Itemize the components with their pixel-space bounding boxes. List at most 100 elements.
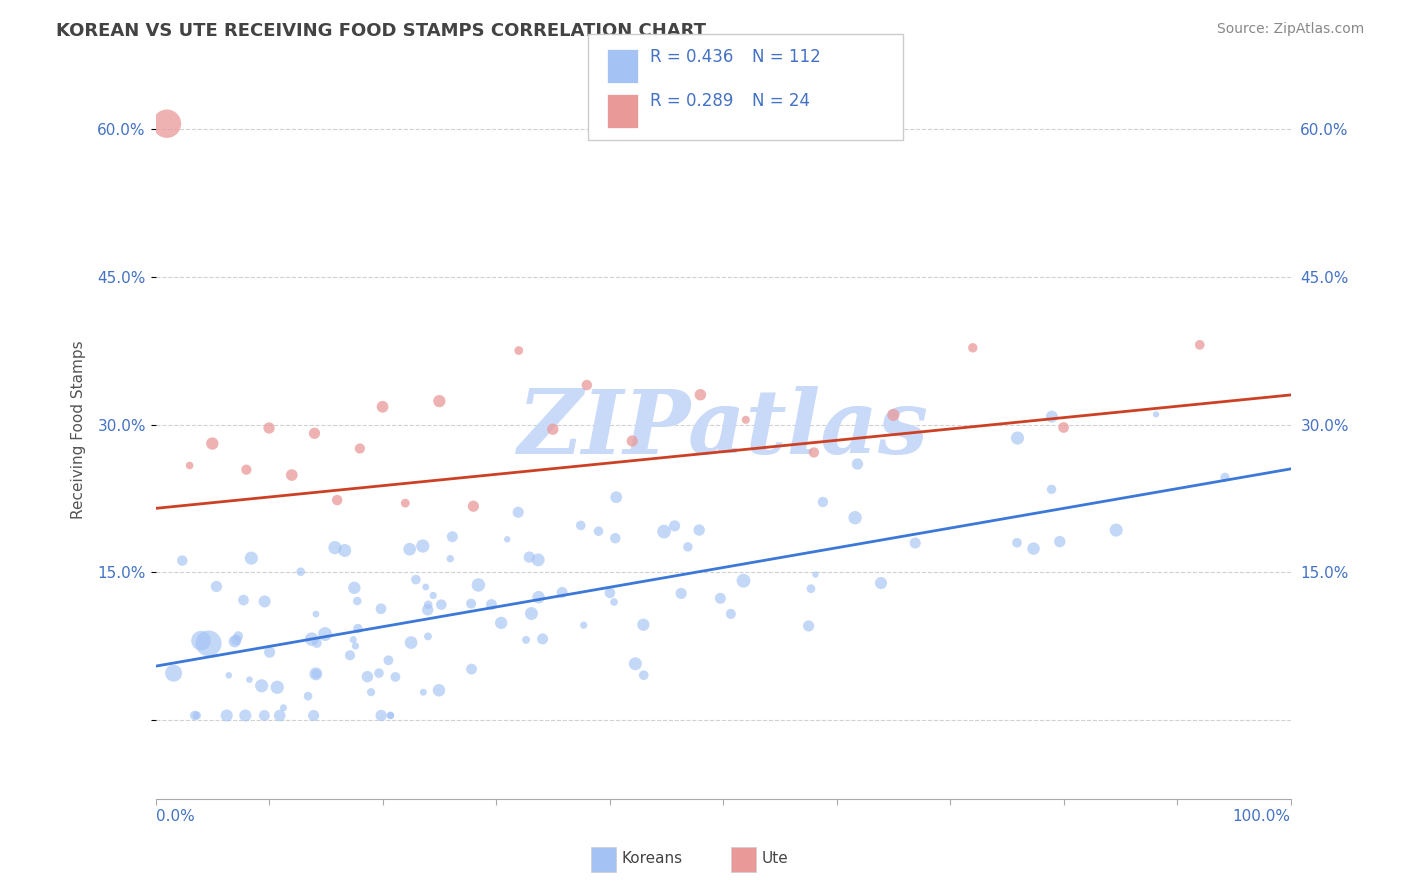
Point [689, 388, 711, 402]
Point [605, 490, 627, 504]
Point [342, 632, 364, 647]
Point [481, 598, 503, 612]
Point [633, 617, 655, 632]
Text: Source: ZipAtlas.com: Source: ZipAtlas.com [1216, 22, 1364, 37]
Point [575, 378, 598, 392]
Point [489, 615, 512, 630]
Point [439, 551, 461, 566]
Point [370, 601, 392, 615]
Text: Koreans: Koreans [621, 851, 682, 865]
Point [1040, 483, 1063, 497]
Point [346, 594, 368, 608]
Point [463, 499, 485, 513]
Point [531, 632, 554, 646]
Text: N = 112: N = 112 [752, 48, 821, 66]
Point [290, 565, 312, 579]
Point [266, 681, 288, 695]
Point [527, 591, 550, 605]
Point [399, 635, 422, 649]
Point [962, 341, 984, 355]
Point [1052, 420, 1074, 434]
Text: Ute: Ute [762, 851, 789, 865]
Point [323, 541, 346, 555]
Point [253, 708, 276, 723]
Point [415, 580, 437, 594]
Point [652, 524, 675, 539]
Point [1188, 338, 1211, 352]
Point [197, 636, 219, 650]
Point [515, 632, 537, 647]
Point [1049, 534, 1071, 549]
Point [416, 603, 439, 617]
Point [904, 536, 927, 550]
Point [709, 591, 731, 606]
Point [380, 708, 402, 723]
Text: R = 0.289: R = 0.289 [650, 92, 733, 110]
Point [669, 586, 692, 600]
Point [370, 708, 392, 723]
Point [398, 542, 420, 557]
Y-axis label: Receiving Food Stamps: Receiving Food Stamps [72, 340, 86, 519]
Point [844, 510, 866, 524]
Point [427, 394, 450, 409]
Point [302, 708, 325, 723]
Point [430, 598, 453, 612]
Text: R = 0.436: R = 0.436 [650, 48, 733, 66]
Point [304, 426, 326, 441]
Point [257, 421, 280, 435]
Point [460, 597, 482, 611]
Point [368, 666, 391, 681]
Point [734, 413, 756, 427]
Point [467, 578, 489, 592]
Point [305, 636, 328, 650]
Point [572, 618, 595, 632]
Point [205, 579, 228, 593]
Point [162, 666, 184, 681]
Point [1005, 535, 1028, 549]
Point [603, 595, 626, 609]
Point [186, 708, 208, 723]
Point [184, 708, 207, 723]
Point [688, 523, 710, 537]
Point [508, 343, 530, 358]
Point [1022, 541, 1045, 556]
Point [803, 445, 825, 459]
Point [412, 685, 434, 699]
Text: KOREAN VS UTE RECEIVING FOOD STAMPS CORRELATION CHART: KOREAN VS UTE RECEIVING FOOD STAMPS CORR… [56, 22, 706, 40]
Point [588, 524, 610, 538]
Point [326, 493, 349, 508]
Point [733, 574, 755, 588]
Point [305, 607, 328, 621]
Point [394, 496, 416, 510]
Point [384, 670, 406, 684]
Point [422, 589, 444, 603]
Point [427, 683, 450, 698]
Point [621, 434, 644, 448]
Point [1144, 408, 1167, 422]
Point [305, 666, 328, 681]
Point [232, 593, 254, 607]
Point [226, 629, 249, 643]
Point [190, 633, 212, 648]
Point [305, 666, 328, 681]
Point [259, 645, 281, 659]
Point [360, 685, 382, 699]
Point [441, 530, 464, 544]
Point [215, 708, 238, 723]
Point [551, 585, 574, 599]
Point [1105, 523, 1128, 537]
Point [179, 458, 201, 473]
Point [846, 457, 869, 471]
Point [1040, 409, 1063, 424]
Point [811, 495, 834, 509]
Point [240, 551, 263, 566]
Point [347, 622, 370, 636]
Point [172, 553, 194, 567]
Point [870, 576, 893, 591]
Point [333, 543, 356, 558]
Point [405, 573, 427, 587]
Point [233, 708, 256, 723]
Point [273, 700, 295, 714]
Point [356, 670, 378, 684]
Point [218, 668, 240, 682]
